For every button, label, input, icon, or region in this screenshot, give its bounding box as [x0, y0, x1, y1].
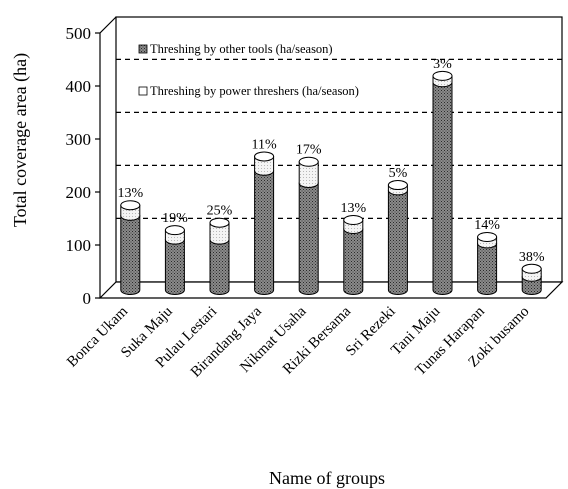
legend-label-other-tools: Threshing by other tools (ha/season) — [150, 42, 333, 56]
bar-top-cap — [387, 180, 408, 191]
legend: Threshing by other tools (ha/season) Thr… — [138, 42, 359, 98]
data-label: 17% — [296, 143, 322, 158]
y-tick-label: 300 — [66, 130, 92, 149]
bars — [120, 70, 542, 295]
bar-top-cap — [343, 215, 364, 226]
legend-swatch-other-tools — [138, 44, 148, 54]
bar-segment-power-threshers — [254, 155, 275, 176]
bar-top-cap — [254, 151, 275, 162]
bar-top-cap — [521, 263, 542, 274]
bar-segment-power-threshers — [209, 222, 230, 245]
data-label: 5% — [389, 166, 408, 181]
data-label: 11% — [252, 137, 277, 152]
bar-segment-other-tools — [164, 239, 185, 295]
gridlines — [116, 58, 562, 220]
data-label: 25% — [207, 204, 233, 219]
bar-segment-other-tools — [298, 182, 319, 295]
x-tick-label: Sri Rezeki — [343, 304, 399, 360]
bar-segment-other-tools — [120, 215, 141, 295]
bar-top-cap — [209, 217, 230, 228]
bar-segment-other-tools — [343, 228, 364, 295]
bar-segment-power-threshers — [298, 161, 319, 188]
data-label: 13% — [340, 201, 366, 216]
bar-top-cap — [432, 70, 453, 81]
x-tick-label: Bonca Ukam — [64, 303, 131, 370]
y-axis-line — [99, 16, 117, 298]
y-tick-label: 0 — [83, 289, 92, 308]
bar-segment-other-tools — [432, 81, 453, 295]
data-label: 13% — [117, 186, 143, 201]
x-axis-title: Name of groups — [269, 468, 385, 488]
data-label: 3% — [433, 57, 452, 72]
data-label: 14% — [474, 218, 500, 233]
bar-segment-other-tools — [254, 170, 275, 295]
data-labels: 13% 19% 25% 11% 17% 13% 5% 3% 14% 38% — [117, 57, 544, 265]
legend-swatch-power-threshers — [138, 86, 148, 96]
legend-label-power-threshers: Threshing by power threshers (ha/season) — [150, 84, 359, 98]
bar-segment-other-tools — [477, 242, 498, 295]
y-tick-label: 200 — [66, 183, 92, 202]
bar-segment-other-tools — [209, 239, 230, 295]
bar-top-cap — [120, 200, 141, 211]
data-label: 38% — [519, 250, 545, 265]
bar-segment-other-tools — [387, 189, 408, 295]
bar-top-cap — [477, 232, 498, 242]
bar-top-cap — [298, 156, 319, 167]
y-axis-title: Total coverage area (ha) — [10, 53, 31, 227]
bar-top-cap — [164, 225, 185, 236]
data-label: 19% — [162, 211, 188, 226]
y-tick-label: 400 — [66, 77, 92, 96]
y-tick-label: 500 — [66, 24, 92, 43]
bar-segment-other-tools — [521, 276, 542, 295]
y-tick-label: 100 — [66, 236, 92, 255]
